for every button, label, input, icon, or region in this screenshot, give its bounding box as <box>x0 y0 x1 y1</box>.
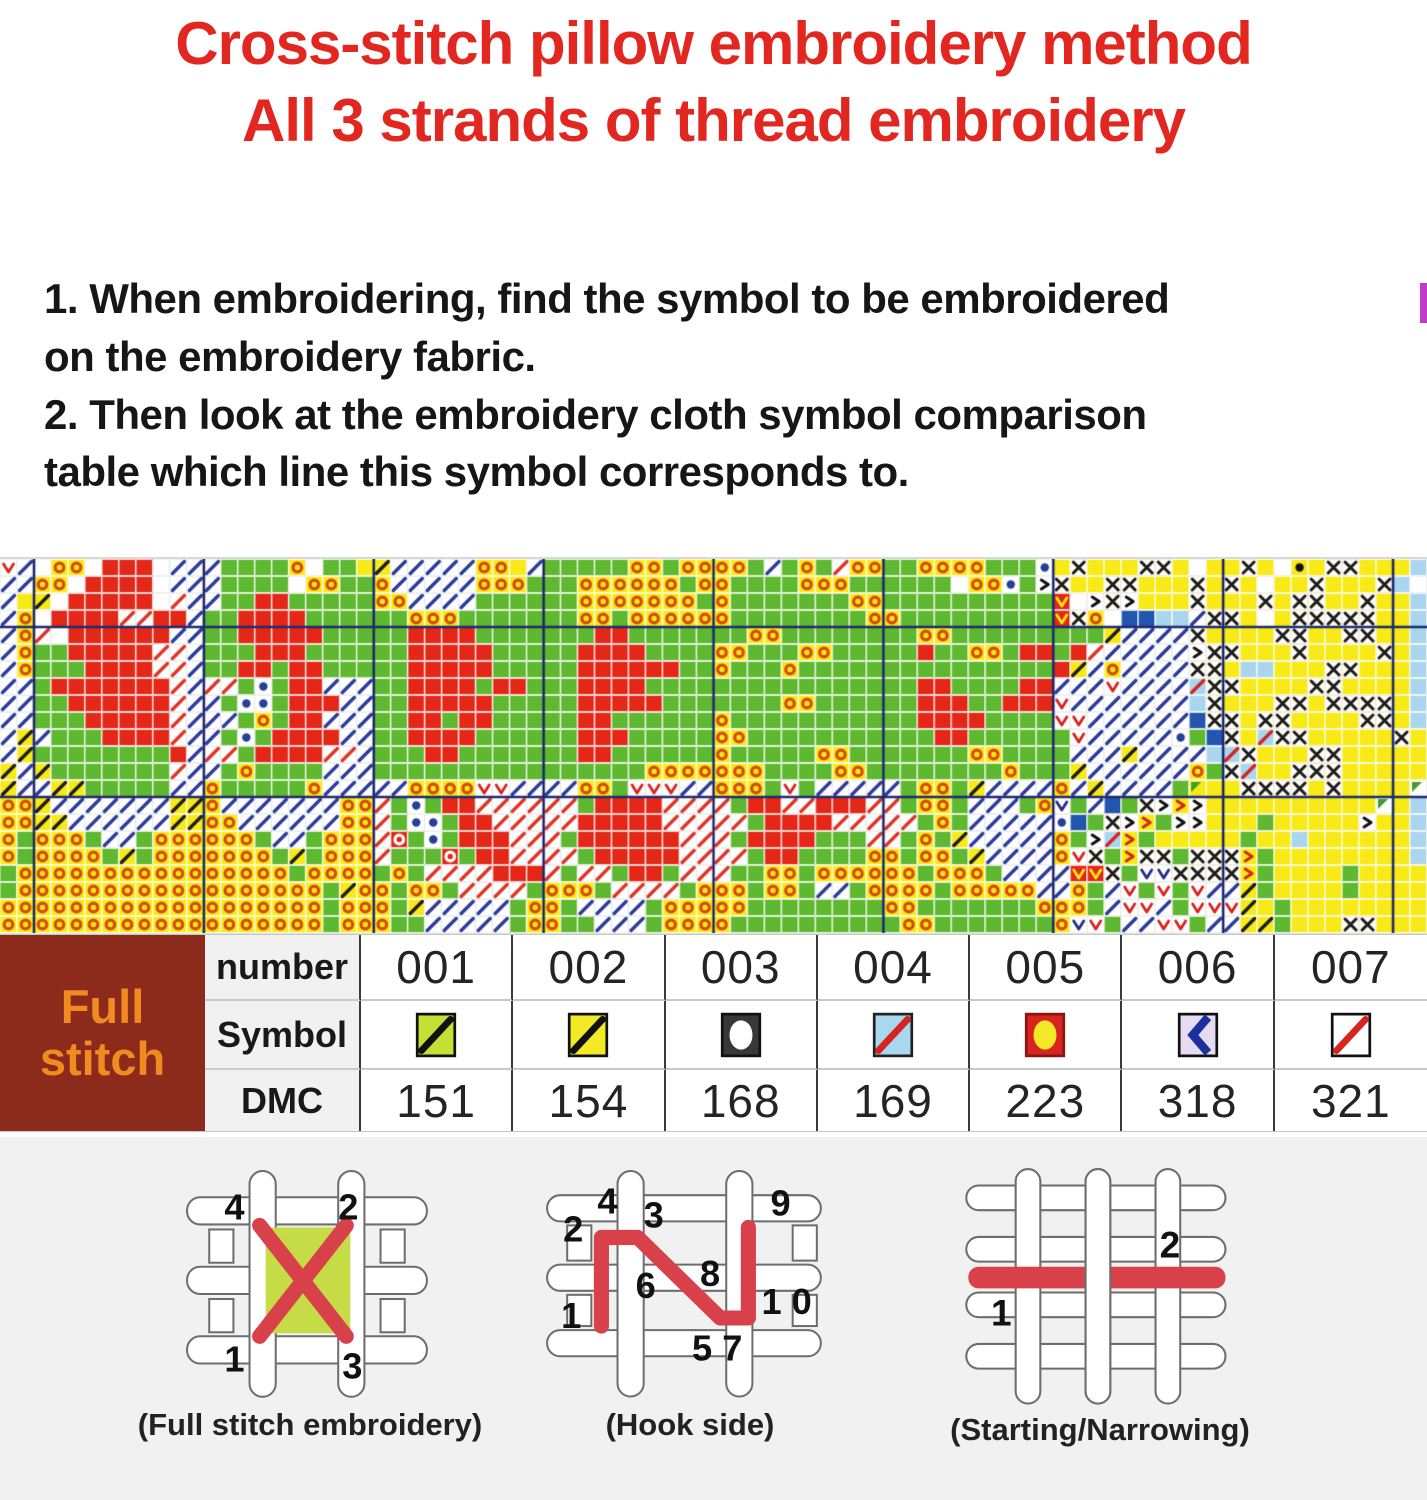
instructions-text: 1. When embroidering, find the symbol to… <box>44 270 1417 502</box>
scan-edge-artifact <box>1420 283 1427 323</box>
number-value: 006 <box>1122 935 1275 1002</box>
symbol-002-icon <box>513 1001 666 1071</box>
number-value: 007 <box>1274 935 1427 1002</box>
page-title: Cross-stitch pillow embroidery method Al… <box>0 0 1427 160</box>
row-header-symbol: Symbol <box>205 1001 361 1071</box>
number-value: 001 <box>361 935 514 1002</box>
svg-text:9: 9 <box>771 1182 791 1223</box>
symbol-006-icon <box>1122 1001 1275 1071</box>
dmc-value: 151 <box>361 1070 514 1132</box>
svg-text:2: 2 <box>1160 1224 1181 1266</box>
symbol-005-icon <box>970 1001 1123 1071</box>
svg-text:4: 4 <box>224 1186 244 1227</box>
svg-text:7: 7 <box>722 1327 742 1368</box>
number-value: 002 <box>513 935 666 1002</box>
overlapping-vertical-bar <box>1084 1168 1112 1405</box>
svg-text:1: 1 <box>224 1339 244 1380</box>
full-stitch-caption: (Full stitch embroidery) <box>137 1406 483 1442</box>
page-title-line-1: Cross-stitch pillow embroidery method <box>175 10 1253 77</box>
dmc-value: 169 <box>817 1070 971 1132</box>
svg-text:1: 1 <box>561 1295 581 1336</box>
page-title-line-2: All 3 strands of thread embroidery <box>242 86 1186 154</box>
row-header-number: number <box>205 935 361 1002</box>
red-cross-thread <box>252 1217 354 1344</box>
starting-narrowing-diagram: 21 <box>965 1168 1227 1405</box>
svg-text:6: 6 <box>636 1265 656 1306</box>
full-stitch-label: Full stitch <box>0 935 205 1132</box>
full-stitch-diagram-block: 4 2 1 3 (Full stitch embroidery) <box>138 1167 482 1443</box>
instruction-line-3: 2. Then look at the embroidery cloth sym… <box>44 390 1147 438</box>
stitch-pattern-chart <box>0 557 1427 935</box>
svg-text:1: 1 <box>991 1291 1012 1333</box>
dmc-value: 154 <box>513 1070 666 1132</box>
dmc-value: 321 <box>1274 1070 1427 1132</box>
full-stitch-label-line-1: Full <box>60 979 145 1033</box>
symbol-comparison-table: Full stitch number 001 002 003 004 005 0… <box>0 934 1427 1133</box>
dmc-value: 223 <box>970 1070 1123 1132</box>
svg-text:3: 3 <box>342 1346 362 1387</box>
hook-side-diagram: 24 3 9 6 8 1 5 7 1 0 <box>546 1170 822 1398</box>
number-value: 004 <box>817 935 971 1002</box>
full-stitch-diagram: 4 2 1 3 <box>186 1170 428 1398</box>
symbol-003-icon <box>665 1001 818 1071</box>
stitch-pattern-canvas <box>0 559 1427 934</box>
svg-text:3: 3 <box>644 1194 664 1235</box>
symbol-004-icon <box>817 1001 971 1071</box>
svg-text:4: 4 <box>597 1180 617 1221</box>
row-header-dmc: DMC <box>205 1070 361 1132</box>
svg-text:8: 8 <box>700 1253 720 1294</box>
svg-text:2: 2 <box>563 1208 583 1249</box>
starting-narrowing-caption: (Starting/Narrowing) <box>950 1411 1250 1447</box>
symbol-007-icon <box>1274 1001 1427 1071</box>
number-value: 005 <box>970 935 1123 1002</box>
hook-side-caption: (Hook side) <box>605 1406 775 1442</box>
full-stitch-label-line-2: stitch <box>39 1032 166 1086</box>
svg-text:1 0: 1 0 <box>761 1281 811 1322</box>
red-hook-thread <box>593 1219 756 1334</box>
dmc-value: 318 <box>1122 1070 1275 1132</box>
instruction-line-4: table which line this symbol corresponds… <box>44 448 909 496</box>
symbol-001-icon <box>361 1001 514 1071</box>
instruction-line-1: 1. When embroidering, find the symbol to… <box>44 274 1170 322</box>
number-value: 003 <box>665 935 818 1002</box>
dmc-value: 168 <box>665 1070 818 1132</box>
svg-text:2: 2 <box>338 1186 358 1227</box>
instruction-line-2: on the embroidery fabric. <box>44 332 536 380</box>
svg-text:5: 5 <box>692 1327 712 1368</box>
